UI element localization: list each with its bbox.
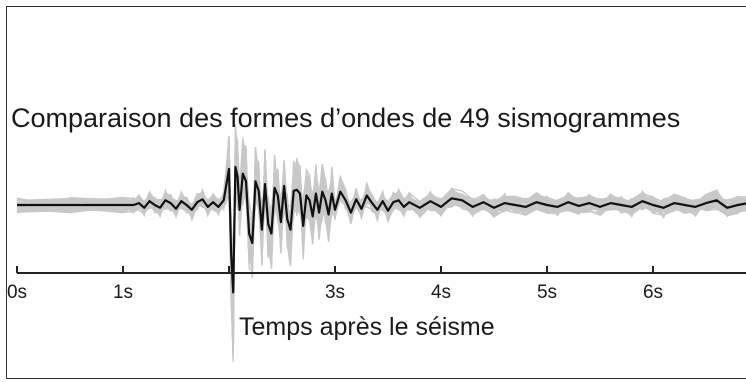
background-trace — [16, 145, 746, 302]
background-trace — [16, 146, 746, 298]
background-trace — [16, 141, 746, 332]
background-trace — [16, 160, 746, 269]
chart-canvas: 0s 1s 3s 4s 5s 6s — [7, 123, 746, 362]
background-trace — [16, 143, 746, 336]
x-tick-label: 6s — [643, 282, 663, 303]
background-trace — [16, 146, 746, 298]
background-trace — [16, 156, 746, 286]
mean-trace — [17, 165, 746, 294]
background-trace — [16, 138, 746, 333]
background-trace — [16, 167, 746, 261]
background-trace — [16, 153, 746, 292]
figure-frame: 0s 1s 3s 4s 5s 6s Comparaison des formes d’on… — [6, 6, 746, 379]
x-tick-label: 5s — [537, 282, 557, 303]
background-trace — [16, 158, 746, 280]
background-trace — [16, 170, 746, 284]
background-trace — [16, 150, 746, 336]
x-tick-label: 0s — [7, 282, 27, 303]
background-trace — [16, 145, 746, 339]
background-trace — [16, 125, 746, 344]
background-trace — [16, 175, 746, 272]
background-trace — [16, 139, 746, 333]
x-tick-label: 4s — [431, 282, 451, 303]
background-trace — [16, 123, 746, 341]
x-axis-label: Temps après le séisme — [239, 313, 495, 341]
chart-title: Comparaison des formes d’ondes de 49 sis… — [11, 103, 681, 133]
x-axis: 0s 1s 3s 4s 5s 6s — [7, 266, 746, 303]
background-trace — [16, 142, 746, 334]
background-trace — [16, 161, 746, 298]
mean-trace-group — [17, 165, 746, 294]
background-trace — [16, 128, 746, 342]
background-trace — [16, 162, 746, 284]
background-trace — [16, 163, 746, 295]
x-tick-label: 3s — [325, 282, 345, 303]
x-tick-label: 1s — [113, 282, 133, 303]
background-trace — [16, 161, 746, 264]
background-trace — [16, 165, 746, 279]
background-trace — [16, 167, 746, 260]
